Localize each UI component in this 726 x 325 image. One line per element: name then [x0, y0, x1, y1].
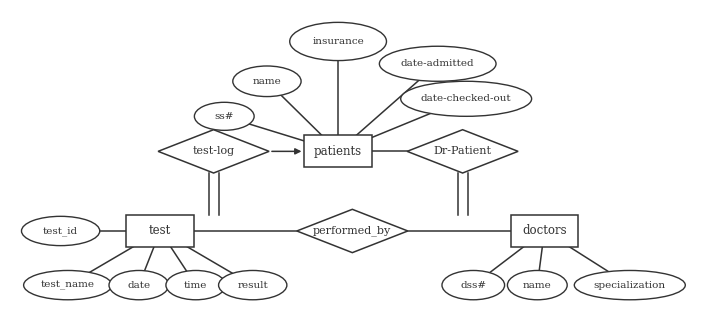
Text: test: test	[149, 225, 171, 238]
Text: specialization: specialization	[594, 280, 666, 290]
Ellipse shape	[380, 46, 496, 81]
Bar	[510, 215, 578, 247]
Text: test_id: test_id	[43, 226, 78, 236]
Text: Dr-Patient: Dr-Patient	[433, 146, 492, 156]
Text: date: date	[127, 280, 150, 290]
Text: name: name	[523, 280, 552, 290]
Text: insurance: insurance	[312, 37, 364, 46]
Ellipse shape	[290, 22, 386, 60]
Bar	[126, 215, 194, 247]
Bar	[304, 136, 372, 167]
Text: dss#: dss#	[460, 280, 486, 290]
Text: test_name: test_name	[41, 280, 94, 290]
Text: patients: patients	[314, 145, 362, 158]
Polygon shape	[158, 130, 269, 173]
Polygon shape	[407, 130, 518, 173]
Ellipse shape	[24, 270, 112, 300]
Text: performed_by: performed_by	[313, 226, 391, 236]
Text: date-checked-out: date-checked-out	[421, 94, 512, 103]
Ellipse shape	[195, 102, 254, 130]
Text: name: name	[253, 77, 282, 86]
Ellipse shape	[401, 81, 531, 116]
Ellipse shape	[507, 270, 567, 300]
Text: result: result	[237, 280, 268, 290]
Ellipse shape	[574, 270, 685, 300]
Text: test-log: test-log	[192, 146, 234, 156]
Ellipse shape	[22, 216, 99, 246]
Ellipse shape	[233, 66, 301, 97]
Ellipse shape	[442, 270, 505, 300]
Polygon shape	[297, 209, 408, 253]
Ellipse shape	[219, 270, 287, 300]
Text: doctors: doctors	[522, 225, 567, 238]
Ellipse shape	[166, 270, 226, 300]
Ellipse shape	[109, 270, 168, 300]
Text: ss#: ss#	[214, 112, 234, 121]
Text: date-admitted: date-admitted	[401, 59, 475, 68]
Text: time: time	[184, 280, 208, 290]
